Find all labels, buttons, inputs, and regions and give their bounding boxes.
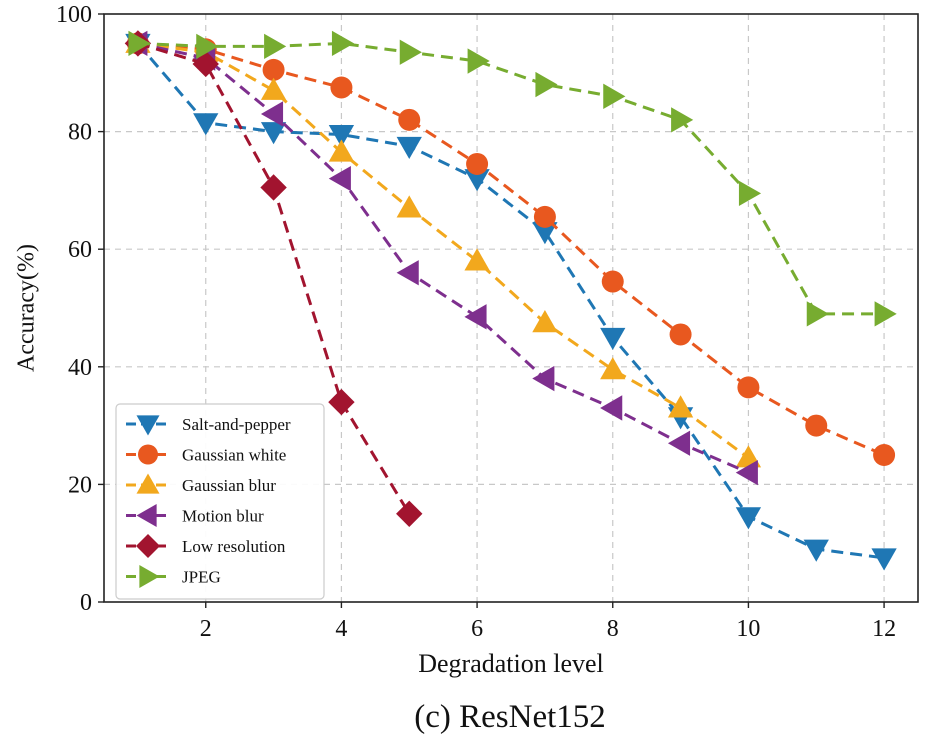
x-tick-label: 8 [607,616,619,642]
data-point-gaussian-white [669,323,692,346]
legend-item-low-resolution: Low resolution [126,534,286,558]
legend-item-gaussian-white: Gaussian white [126,444,286,465]
series-gaussian-white [126,32,896,466]
data-point-jpeg [331,30,355,57]
data-point-low-resolution [260,174,287,201]
data-point-motion-blur [600,395,623,421]
data-point-low-resolution [192,50,219,78]
x-tick-label: 4 [335,616,347,642]
x-tick-label: 2 [200,616,212,642]
data-point-gaussian-blur [396,195,422,218]
data-point-gaussian-white [601,270,624,293]
data-point-gaussian-white [330,76,353,99]
data-point-jpeg [874,301,897,327]
data-point-salt-and-pepper [396,136,422,159]
y-tick-label: 0 [80,590,92,616]
data-point-gaussian-blur [600,357,626,380]
data-point-gaussian-white [466,152,489,175]
legend-marker-gaussian-blur [136,473,160,494]
data-point-salt-and-pepper [193,113,219,136]
data-point-jpeg [196,33,219,59]
data-point-gaussian-white [398,108,421,131]
data-point-gaussian-white [873,444,896,466]
plot-frame [103,13,919,603]
y-tick-label: 80 [68,120,92,146]
y-tick-label: 100 [56,2,92,28]
data-point-motion-blur [396,260,419,286]
legend-item-gaussian-blur: Gaussian blur [126,473,276,495]
data-point-jpeg [535,71,558,98]
data-point-jpeg [128,30,151,57]
y-tick-label: 60 [68,237,92,263]
legend-label: Motion blur [182,507,264,526]
legend-marker-low-resolution [136,534,160,558]
data-point-salt-and-pepper [464,169,490,192]
legend-label: Gaussian white [182,446,286,465]
data-point-gaussian-blur [667,395,694,418]
data-point-salt-and-pepper [803,539,829,562]
y-axis-label: Accuracy(%) [14,244,40,372]
data-point-jpeg [603,83,626,109]
series-line-salt-and-pepper [136,42,885,560]
series-line-gaussian-white [137,41,885,457]
chart-title: (c) ResNet152 [414,699,606,735]
data-point-gaussian-blur [464,248,490,271]
legend-item-jpeg: JPEG [126,565,221,588]
data-point-gaussian-blur [260,77,287,100]
axis-layer: 2 4 6 8 10 12 0 20 40 60 80 100 [56,2,896,642]
x-tick-label: 10 [736,616,760,642]
x-axis-label: Degradation level [418,649,604,678]
data-point-low-resolution [328,388,355,416]
legend-marker-salt-and-pepper [136,415,160,436]
series-line-gaussian-blur [137,41,750,460]
data-point-salt-and-pepper [735,507,762,530]
data-point-salt-and-pepper [532,222,558,245]
legend: Salt-and-pepper Gaussian white Gaussian bl… [115,403,325,600]
data-point-jpeg [806,301,829,327]
legend-label: JPEG [182,568,221,587]
legend-label: Gaussian blur [182,476,276,495]
data-point-salt-and-pepper [260,122,287,145]
data-point-motion-blur [667,430,691,456]
series-line-motion-blur [137,41,750,475]
legend-item-salt-and-pepper: Salt-and-pepper [126,415,291,436]
legend-marker-gaussian-white [138,444,158,465]
legend-box [115,403,325,600]
data-point-salt-and-pepper [871,548,897,571]
data-point-salt-and-pepper [600,327,626,351]
data-point-motion-blur [260,101,284,127]
data-point-jpeg [467,48,490,74]
data-point-gaussian-blur [532,310,558,333]
x-tick-label: 12 [872,616,896,642]
series-jpeg [128,30,897,327]
data-point-gaussian-blur [328,139,355,162]
x-tick-label: 6 [471,616,483,642]
legend-marker-jpeg [139,565,160,588]
data-point-gaussian-white [262,58,285,81]
data-point-motion-blur [735,459,758,486]
series-line-jpeg [137,41,885,316]
data-point-motion-blur [464,304,487,330]
y-tick-label: 40 [68,355,92,381]
data-point-gaussian-white [533,205,556,228]
data-point-jpeg [399,39,422,65]
legend-item-motion-blur: Motion blur [126,504,264,527]
data-point-motion-blur [328,165,351,192]
series-layer [124,30,897,571]
data-point-gaussian-white [737,376,760,399]
y-tick-label: 20 [68,472,92,498]
data-point-jpeg [738,180,762,206]
data-point-jpeg [671,107,694,133]
data-point-motion-blur [532,365,555,392]
data-point-low-resolution [396,500,423,527]
data-point-gaussian-white [805,414,828,437]
data-point-jpeg [264,33,287,59]
legend-label: Low resolution [182,537,286,556]
legend-marker-motion-blur [136,504,157,527]
data-point-salt-and-pepper [328,125,355,148]
legend-label: Salt-and-pepper [182,415,291,434]
